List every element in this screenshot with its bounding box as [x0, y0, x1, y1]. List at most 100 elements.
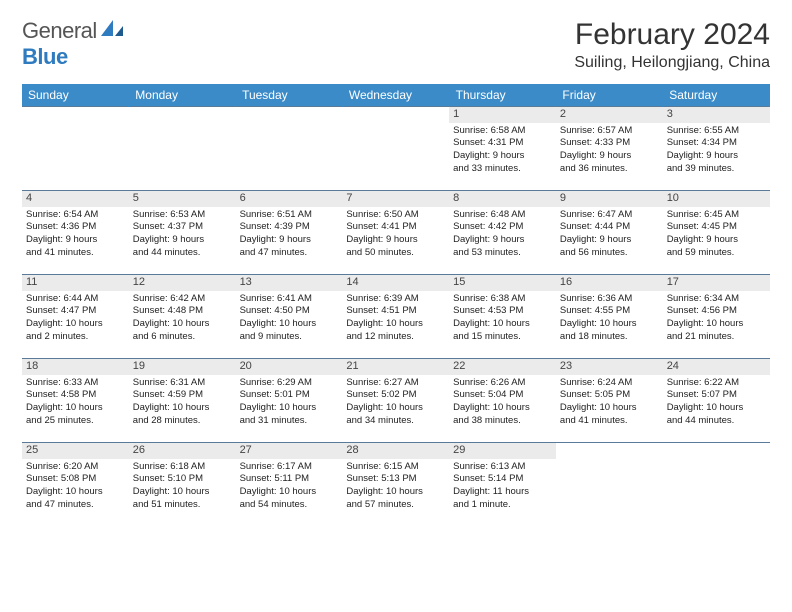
day-number-cell: 7: [342, 191, 449, 207]
day-d2: and 47 minutes.: [240, 247, 339, 260]
day-d1: Daylight: 9 hours: [346, 234, 445, 247]
day-ss: Sunset: 4:58 PM: [26, 389, 125, 402]
logo-sail-icon: [99, 18, 125, 38]
day-ss: Sunset: 5:01 PM: [240, 389, 339, 402]
day-content-cell: Sunrise: 6:57 AMSunset: 4:33 PMDaylight:…: [556, 123, 663, 191]
day-number-cell: 4: [22, 191, 129, 207]
day-d2: and 38 minutes.: [453, 415, 552, 428]
day-ss: Sunset: 5:14 PM: [453, 473, 552, 486]
day-content-row: Sunrise: 6:20 AMSunset: 5:08 PMDaylight:…: [22, 459, 770, 527]
day-number-cell: 5: [129, 191, 236, 207]
day-content-row: Sunrise: 6:33 AMSunset: 4:58 PMDaylight:…: [22, 375, 770, 443]
day-sr: Sunrise: 6:41 AM: [240, 293, 339, 306]
day-sr: Sunrise: 6:26 AM: [453, 377, 552, 390]
day-ss: Sunset: 4:47 PM: [26, 305, 125, 318]
day-d2: and 41 minutes.: [560, 415, 659, 428]
day-sr: Sunrise: 6:27 AM: [346, 377, 445, 390]
day-content-cell: Sunrise: 6:38 AMSunset: 4:53 PMDaylight:…: [449, 291, 556, 359]
title-block: February 2024 Suiling, Heilongjiang, Chi…: [574, 18, 770, 72]
day-ss: Sunset: 4:44 PM: [560, 221, 659, 234]
day-number-cell: [129, 107, 236, 123]
day-content-cell: [22, 123, 129, 191]
day-d2: and 57 minutes.: [346, 499, 445, 512]
day-d2: and 53 minutes.: [453, 247, 552, 260]
day-number-cell: 9: [556, 191, 663, 207]
day-d1: Daylight: 9 hours: [667, 150, 766, 163]
day-content-cell: Sunrise: 6:47 AMSunset: 4:44 PMDaylight:…: [556, 207, 663, 275]
day-number-row: 11121314151617: [22, 275, 770, 291]
day-d1: Daylight: 9 hours: [240, 234, 339, 247]
day-d1: Daylight: 10 hours: [453, 402, 552, 415]
weekday-header: Thursday: [449, 84, 556, 107]
day-sr: Sunrise: 6:44 AM: [26, 293, 125, 306]
day-ss: Sunset: 4:31 PM: [453, 137, 552, 150]
day-content-cell: Sunrise: 6:55 AMSunset: 4:34 PMDaylight:…: [663, 123, 770, 191]
day-number-cell: 23: [556, 359, 663, 375]
weekday-header: Wednesday: [342, 84, 449, 107]
day-ss: Sunset: 5:04 PM: [453, 389, 552, 402]
day-content-cell: Sunrise: 6:48 AMSunset: 4:42 PMDaylight:…: [449, 207, 556, 275]
day-sr: Sunrise: 6:39 AM: [346, 293, 445, 306]
day-content-cell: [129, 123, 236, 191]
day-d1: Daylight: 10 hours: [133, 486, 232, 499]
day-number-cell: 14: [342, 275, 449, 291]
day-number-cell: 28: [342, 443, 449, 459]
day-number-cell: 26: [129, 443, 236, 459]
logo-text: GeneralBlue: [22, 18, 125, 70]
day-d1: Daylight: 9 hours: [453, 234, 552, 247]
day-d2: and 25 minutes.: [26, 415, 125, 428]
day-number-cell: 10: [663, 191, 770, 207]
weekday-header: Sunday: [22, 84, 129, 107]
day-d1: Daylight: 10 hours: [560, 402, 659, 415]
day-content-cell: [342, 123, 449, 191]
day-content-cell: Sunrise: 6:50 AMSunset: 4:41 PMDaylight:…: [342, 207, 449, 275]
day-content-cell: Sunrise: 6:34 AMSunset: 4:56 PMDaylight:…: [663, 291, 770, 359]
day-ss: Sunset: 4:45 PM: [667, 221, 766, 234]
day-content-cell: Sunrise: 6:54 AMSunset: 4:36 PMDaylight:…: [22, 207, 129, 275]
day-sr: Sunrise: 6:55 AM: [667, 125, 766, 138]
day-d2: and 15 minutes.: [453, 331, 552, 344]
day-number-cell: 16: [556, 275, 663, 291]
day-d1: Daylight: 9 hours: [560, 234, 659, 247]
day-content-cell: Sunrise: 6:13 AMSunset: 5:14 PMDaylight:…: [449, 459, 556, 527]
day-d2: and 18 minutes.: [560, 331, 659, 344]
weekday-header: Saturday: [663, 84, 770, 107]
day-content-cell: Sunrise: 6:27 AMSunset: 5:02 PMDaylight:…: [342, 375, 449, 443]
day-number-cell: [236, 107, 343, 123]
day-number-cell: [22, 107, 129, 123]
day-ss: Sunset: 4:53 PM: [453, 305, 552, 318]
day-sr: Sunrise: 6:22 AM: [667, 377, 766, 390]
day-sr: Sunrise: 6:51 AM: [240, 209, 339, 222]
day-content-cell: Sunrise: 6:29 AMSunset: 5:01 PMDaylight:…: [236, 375, 343, 443]
logo-text-general: General: [22, 18, 97, 43]
day-d1: Daylight: 10 hours: [26, 402, 125, 415]
day-ss: Sunset: 4:37 PM: [133, 221, 232, 234]
logo-text-blue: Blue: [22, 44, 68, 69]
weekday-header-row: Sunday Monday Tuesday Wednesday Thursday…: [22, 84, 770, 107]
day-d2: and 56 minutes.: [560, 247, 659, 260]
day-sr: Sunrise: 6:18 AM: [133, 461, 232, 474]
day-sr: Sunrise: 6:53 AM: [133, 209, 232, 222]
day-d1: Daylight: 10 hours: [133, 402, 232, 415]
day-d1: Daylight: 10 hours: [26, 486, 125, 499]
day-d2: and 51 minutes.: [133, 499, 232, 512]
day-d1: Daylight: 9 hours: [453, 150, 552, 163]
day-d1: Daylight: 10 hours: [26, 318, 125, 331]
day-d2: and 2 minutes.: [26, 331, 125, 344]
day-d1: Daylight: 9 hours: [560, 150, 659, 163]
day-number-cell: [663, 443, 770, 459]
day-number-cell: 24: [663, 359, 770, 375]
day-number-cell: 2: [556, 107, 663, 123]
weekday-header: Monday: [129, 84, 236, 107]
day-number-cell: 22: [449, 359, 556, 375]
day-d1: Daylight: 10 hours: [133, 318, 232, 331]
day-d1: Daylight: 10 hours: [667, 402, 766, 415]
day-content-cell: Sunrise: 6:18 AMSunset: 5:10 PMDaylight:…: [129, 459, 236, 527]
day-sr: Sunrise: 6:29 AM: [240, 377, 339, 390]
day-d2: and 59 minutes.: [667, 247, 766, 260]
day-content-cell: Sunrise: 6:53 AMSunset: 4:37 PMDaylight:…: [129, 207, 236, 275]
day-content-cell: Sunrise: 6:51 AMSunset: 4:39 PMDaylight:…: [236, 207, 343, 275]
day-number-cell: 17: [663, 275, 770, 291]
header: GeneralBlue February 2024 Suiling, Heilo…: [22, 18, 770, 72]
day-ss: Sunset: 4:48 PM: [133, 305, 232, 318]
